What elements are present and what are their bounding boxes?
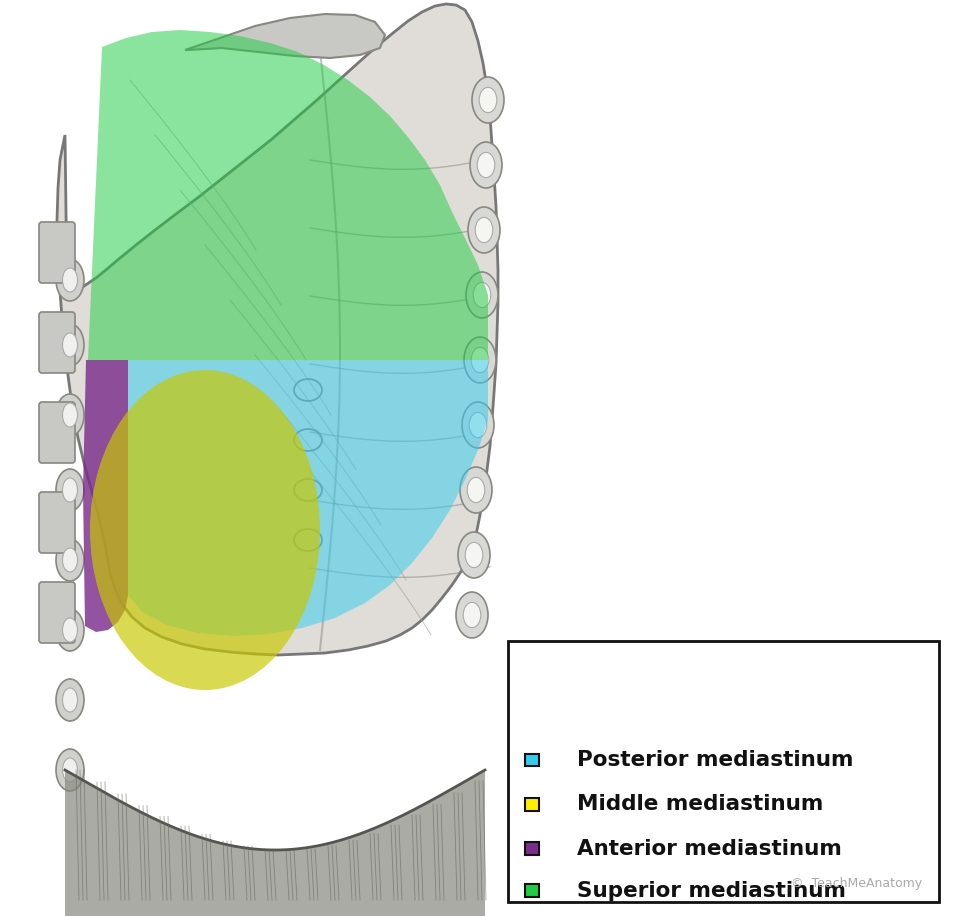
FancyBboxPatch shape <box>526 884 538 897</box>
Ellipse shape <box>63 268 77 292</box>
Ellipse shape <box>56 259 84 301</box>
FancyBboxPatch shape <box>39 402 75 463</box>
Polygon shape <box>128 360 488 636</box>
Ellipse shape <box>56 539 84 581</box>
Ellipse shape <box>56 324 84 366</box>
Polygon shape <box>57 4 498 655</box>
Ellipse shape <box>479 87 497 113</box>
FancyBboxPatch shape <box>39 222 75 283</box>
Ellipse shape <box>471 347 489 373</box>
Polygon shape <box>83 360 128 632</box>
Ellipse shape <box>56 394 84 436</box>
Text: Posterior mediastinum: Posterior mediastinum <box>577 750 854 770</box>
Ellipse shape <box>466 542 483 568</box>
Ellipse shape <box>477 152 495 178</box>
Ellipse shape <box>473 282 491 308</box>
Ellipse shape <box>56 469 84 511</box>
Ellipse shape <box>56 609 84 651</box>
Ellipse shape <box>458 532 490 578</box>
Text: ©  TeachMeAnatomy: © TeachMeAnatomy <box>791 878 923 890</box>
Ellipse shape <box>470 142 502 188</box>
Ellipse shape <box>56 679 84 721</box>
Ellipse shape <box>63 688 77 712</box>
Ellipse shape <box>90 370 320 690</box>
FancyBboxPatch shape <box>526 843 538 855</box>
FancyBboxPatch shape <box>526 798 538 811</box>
Ellipse shape <box>63 478 77 502</box>
FancyBboxPatch shape <box>39 582 75 643</box>
Ellipse shape <box>468 207 500 253</box>
Ellipse shape <box>475 217 493 243</box>
Polygon shape <box>185 14 385 58</box>
Ellipse shape <box>63 618 77 642</box>
FancyBboxPatch shape <box>508 641 939 902</box>
Ellipse shape <box>63 333 77 357</box>
FancyBboxPatch shape <box>39 492 75 553</box>
Ellipse shape <box>472 77 504 123</box>
Text: Middle mediastinum: Middle mediastinum <box>577 794 824 814</box>
FancyBboxPatch shape <box>526 754 538 767</box>
Ellipse shape <box>63 548 77 572</box>
Ellipse shape <box>56 749 84 791</box>
Text: Superior mediastinum: Superior mediastinum <box>577 880 846 900</box>
Ellipse shape <box>63 403 77 427</box>
FancyBboxPatch shape <box>39 312 75 373</box>
Text: Anterior mediastinum: Anterior mediastinum <box>577 839 842 858</box>
Ellipse shape <box>464 337 496 383</box>
Ellipse shape <box>456 592 488 638</box>
Ellipse shape <box>464 603 481 627</box>
Ellipse shape <box>460 467 492 513</box>
Ellipse shape <box>469 412 487 438</box>
Ellipse shape <box>466 272 498 318</box>
Ellipse shape <box>63 758 77 782</box>
Polygon shape <box>88 30 488 360</box>
Ellipse shape <box>462 402 494 448</box>
Ellipse shape <box>468 477 485 503</box>
